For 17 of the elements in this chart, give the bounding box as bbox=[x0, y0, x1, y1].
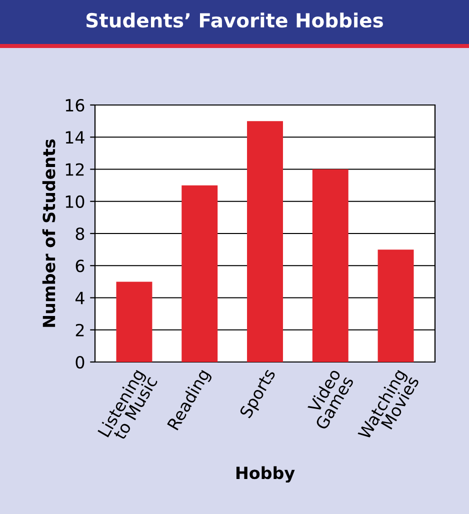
y-tick-label: 2 bbox=[76, 324, 84, 336]
y-tick-label: 4 bbox=[75, 292, 84, 304]
y-tick-label: 0 bbox=[76, 356, 84, 369]
y-tick-label: 14 bbox=[66, 131, 84, 144]
bar bbox=[116, 282, 152, 362]
y-axis-title: Number of Students bbox=[42, 139, 56, 327]
y-tick-label: 12 bbox=[66, 163, 84, 176]
bar bbox=[247, 121, 283, 362]
bar bbox=[182, 185, 218, 362]
x-axis-title: Hobby bbox=[236, 466, 295, 483]
y-tick-label: 6 bbox=[76, 260, 84, 272]
chart-title: Students’ Favorite Hobbies bbox=[86, 12, 383, 28]
bar bbox=[312, 169, 348, 362]
bar bbox=[378, 250, 414, 362]
y-tick-label: 8 bbox=[76, 227, 84, 240]
y-tick-label: 16 bbox=[66, 98, 84, 112]
y-tick-label: 10 bbox=[66, 195, 84, 208]
